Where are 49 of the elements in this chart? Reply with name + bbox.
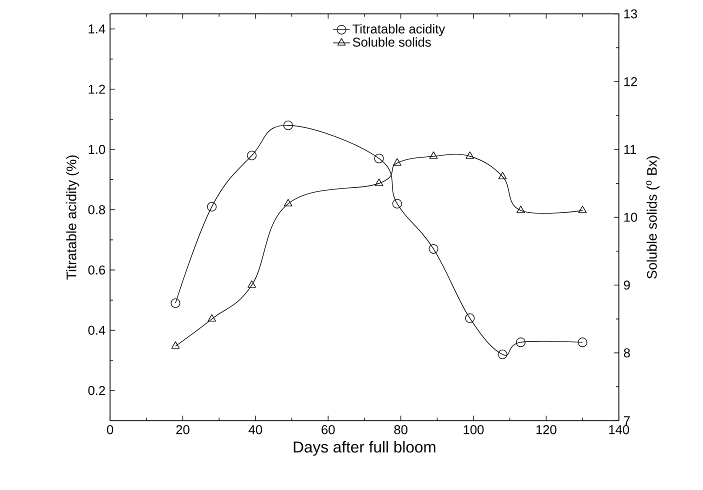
point [374,154,384,164]
point [578,338,588,348]
y2-tick-label: 12 [624,77,637,86]
x-tick-label: 0 [107,425,114,434]
x-axis-title: Days after full bloom [294,441,436,456]
x-tick-label: 140 [609,425,630,434]
y2-tick-label: 11 [624,145,636,154]
point [208,314,216,322]
y-tick-label: 1.2 [88,84,105,94]
point [374,178,384,186]
point [170,298,180,308]
y-tick-label: 0.2 [88,386,105,396]
point [428,244,438,254]
point [465,313,475,324]
y2-tick-label: 13 [624,9,638,18]
point [498,350,508,360]
point [248,280,256,288]
point [283,120,293,130]
point [466,151,474,159]
point [171,341,180,349]
point [516,206,525,214]
y-tick-label: 1.0 [88,144,106,154]
legend-label: Titratable acidity [352,24,446,36]
y2-tick-label: 7 [624,416,630,426]
point [429,151,438,159]
point [392,198,402,209]
y-tick-label: 1.4 [88,24,106,34]
x-tick-label: 60 [322,425,335,434]
point [247,150,257,160]
point [578,206,587,214]
legend-label: Soluble solids [352,37,431,47]
x-tick-label: 40 [248,425,262,434]
y2-axis-title: Soluble solids ($^{o}$ Bx) [646,156,660,279]
y2-tick-label: 10 [624,212,638,222]
point [207,202,217,212]
point [284,198,292,206]
x-tick-label: 20 [176,425,190,434]
point [392,158,402,166]
x-tick-label: 80 [394,425,408,434]
y-axis-title: Titratable acidity (%) [66,156,80,280]
y-tick-label: 0.8 [88,205,106,214]
point [498,172,507,180]
y-tick-label: 0.4 [88,326,106,335]
y2-tick-label: 8 [624,348,630,358]
y-tick-label: 0.6 [88,265,106,275]
x-tick-label: 120 [536,425,556,434]
point [516,338,526,348]
y2-tick-label: 9 [624,280,630,290]
x-tick-label: 100 [464,425,484,434]
